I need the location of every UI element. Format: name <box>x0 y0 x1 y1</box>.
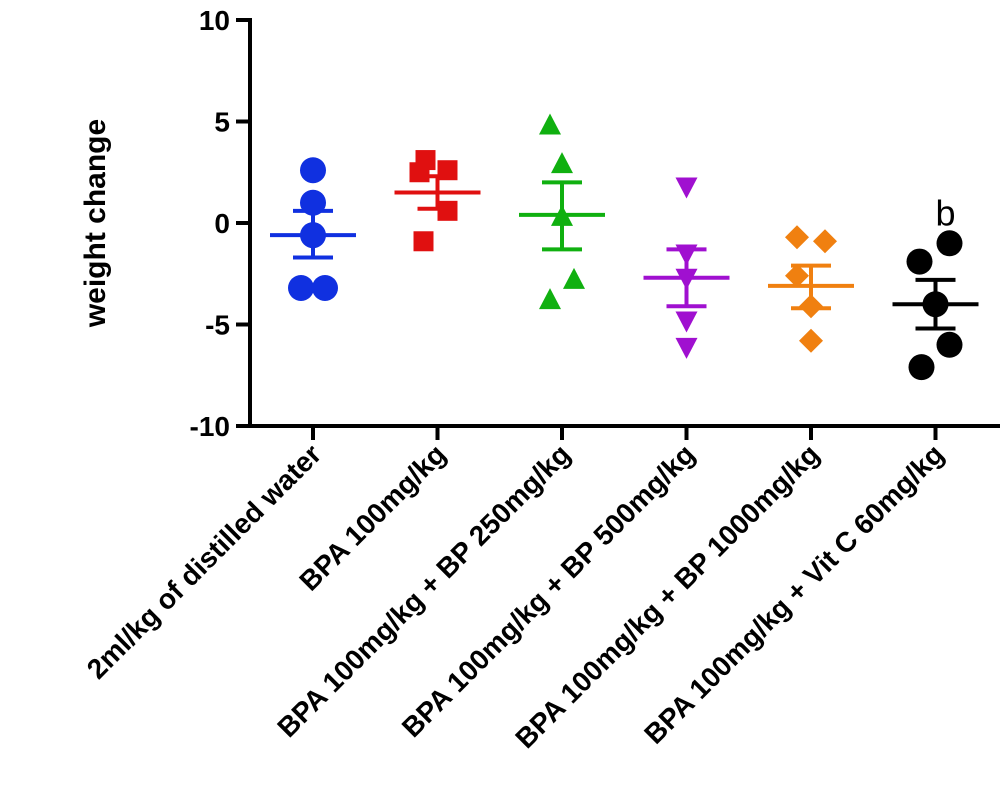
y-axis-label: weight change <box>79 119 112 328</box>
data-point <box>437 200 458 221</box>
x-tick-label: 2ml/kg of distilled water <box>81 438 327 684</box>
data-point <box>906 248 933 275</box>
data-point <box>813 229 837 254</box>
y-tick-label: -5 <box>205 310 230 341</box>
data-point <box>675 311 698 333</box>
y-tick-label: 5 <box>214 107 230 138</box>
y-ticks: 10 5 0 -5 -10 <box>190 5 250 442</box>
y-tick-label: 10 <box>199 5 230 36</box>
data-point <box>785 263 809 288</box>
significance-annotation: b <box>935 192 955 233</box>
series-group <box>270 157 356 301</box>
data-point <box>300 157 326 184</box>
data-point <box>675 337 698 359</box>
y-tick-label: -10 <box>190 411 230 442</box>
series-group: b <box>892 192 979 381</box>
y-tick-label: 0 <box>214 208 230 239</box>
series-group <box>768 225 854 353</box>
data-point <box>413 231 434 252</box>
data-point <box>785 225 809 250</box>
data-point <box>539 113 561 135</box>
data-point <box>539 288 561 310</box>
series-group <box>394 150 481 252</box>
data-groups: b <box>270 113 979 381</box>
data-point <box>936 331 963 358</box>
data-point <box>288 274 314 301</box>
series-group <box>519 113 605 310</box>
data-point <box>799 328 823 353</box>
data-point <box>563 267 585 289</box>
data-point <box>312 274 338 301</box>
data-point <box>675 177 698 199</box>
data-point <box>551 152 573 174</box>
data-point <box>936 230 963 257</box>
data-point <box>409 162 430 183</box>
data-point <box>908 354 935 381</box>
series-group <box>643 177 730 359</box>
